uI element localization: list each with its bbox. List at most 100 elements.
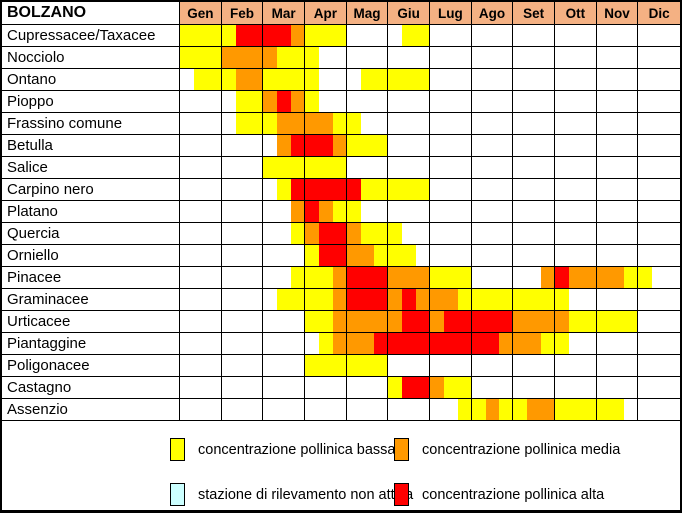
pollen-cell (249, 135, 264, 156)
pollen-cell (235, 157, 250, 178)
pollen-cell (207, 289, 222, 310)
pollen-cell (430, 69, 444, 90)
pollen-cell (652, 333, 667, 354)
pollen-cell (221, 333, 236, 354)
pollen-cell (402, 135, 417, 156)
pollen-cell (291, 289, 305, 310)
pollen-cell (568, 399, 583, 420)
pollen-cell (221, 355, 236, 376)
pollen-cell (527, 135, 542, 156)
pollen-cell (652, 289, 667, 310)
pollen-cell (443, 47, 458, 68)
pollen-cell (471, 377, 486, 398)
pollen-cell (443, 377, 458, 398)
pollen-cell (235, 135, 250, 156)
pollen-cell (291, 91, 305, 112)
month-header-ago: Ago (471, 2, 514, 24)
pollen-cell (402, 91, 417, 112)
pollen-cell (527, 245, 542, 266)
pollen-cell (638, 311, 653, 332)
pollen-cell (346, 311, 361, 332)
pollen-cell (652, 135, 667, 156)
pollen-cell (457, 223, 472, 244)
pollen-cell (374, 223, 389, 244)
pollen-cell (346, 113, 361, 134)
pollen-cell (318, 157, 333, 178)
pollen-cell (485, 333, 500, 354)
pollen-cell (666, 399, 680, 420)
pollen-cell (318, 113, 333, 134)
pollen-cell (624, 91, 639, 112)
pollen-cell (277, 223, 292, 244)
pollen-cell (471, 289, 486, 310)
pollen-cell (277, 91, 292, 112)
pollen-cell (596, 333, 611, 354)
pollen-cell (388, 245, 403, 266)
table-row: Urticacee (2, 311, 680, 333)
pollen-cell (388, 399, 403, 420)
pollen-cell (388, 201, 403, 222)
pollen-cell (485, 245, 500, 266)
pollen-cell (610, 311, 625, 332)
pollen-cell (596, 113, 611, 134)
pollen-cell (582, 223, 597, 244)
pollen-cell (277, 201, 292, 222)
pollen-cell (555, 25, 569, 46)
pollen-cell (416, 69, 430, 90)
pollen-cell (527, 333, 542, 354)
pollen-cell (513, 179, 528, 200)
pollen-cell (541, 113, 555, 134)
pollen-cell (416, 355, 430, 376)
pollen-cell (582, 157, 597, 178)
pollen-cell (402, 399, 417, 420)
pollen-cell (666, 223, 680, 244)
pollen-cell (249, 333, 264, 354)
pollen-cell (180, 157, 194, 178)
pollen-cell (346, 223, 361, 244)
pollen-cell (443, 179, 458, 200)
pollen-cell (416, 25, 430, 46)
pollen-cell (249, 201, 264, 222)
pollen-cell (374, 157, 389, 178)
pollen-cell (360, 135, 375, 156)
pollen-cell (471, 69, 486, 90)
pollen-cell (610, 267, 625, 288)
pollen-cell (485, 377, 500, 398)
pollen-cell (582, 311, 597, 332)
pollen-cell (568, 179, 583, 200)
pollen-cell (332, 289, 347, 310)
pollen-cell (430, 267, 444, 288)
pollen-cell (332, 245, 347, 266)
pollen-cell (207, 135, 222, 156)
pollen-cell (596, 245, 611, 266)
pollen-cell (388, 333, 403, 354)
pollen-cell (207, 179, 222, 200)
pollen-cell (360, 179, 375, 200)
pollen-cell (457, 267, 472, 288)
pollen-cell (430, 47, 444, 68)
pollen-cell (402, 157, 417, 178)
legend-label-low: concentrazione pollinica bassa (198, 441, 396, 458)
pollen-cell (457, 201, 472, 222)
pollen-cell (430, 245, 444, 266)
pollen-cell (443, 311, 458, 332)
pollen-cell (485, 223, 500, 244)
pollen-cell (388, 157, 403, 178)
pollen-cell (610, 157, 625, 178)
pollen-cell (180, 311, 194, 332)
pollen-cell (471, 333, 486, 354)
pollen-cell (374, 333, 389, 354)
pollen-cell (249, 267, 264, 288)
pollen-cell (541, 69, 555, 90)
pollen-cell (666, 201, 680, 222)
legend-item-inactive: stazione di rilevamento non attiva (170, 483, 413, 506)
pollen-cell (499, 399, 514, 420)
pollen-cell (513, 91, 528, 112)
pollen-cell (443, 25, 458, 46)
pollen-cell (180, 113, 194, 134)
pollen-cell (318, 91, 333, 112)
pollen-cell (249, 157, 264, 178)
pollen-cell (555, 91, 569, 112)
pollen-cell (610, 47, 625, 68)
pollen-cell (263, 157, 278, 178)
